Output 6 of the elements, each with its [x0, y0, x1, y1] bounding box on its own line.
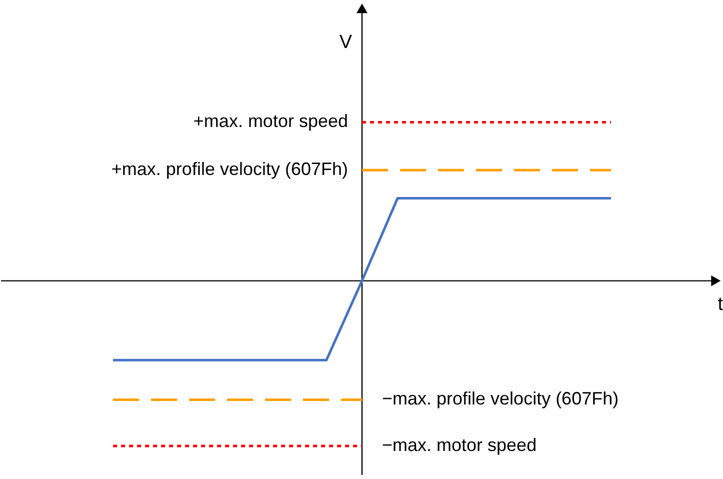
series-label: +max. motor speed — [193, 111, 348, 132]
series-label: −max. motor speed — [382, 434, 537, 455]
x-axis-title: t — [718, 294, 723, 315]
series-label: +max. profile velocity (607Fh) — [111, 159, 348, 180]
series-label: −max. profile velocity (607Fh) — [382, 388, 619, 409]
y-axis-title: V — [339, 32, 352, 54]
